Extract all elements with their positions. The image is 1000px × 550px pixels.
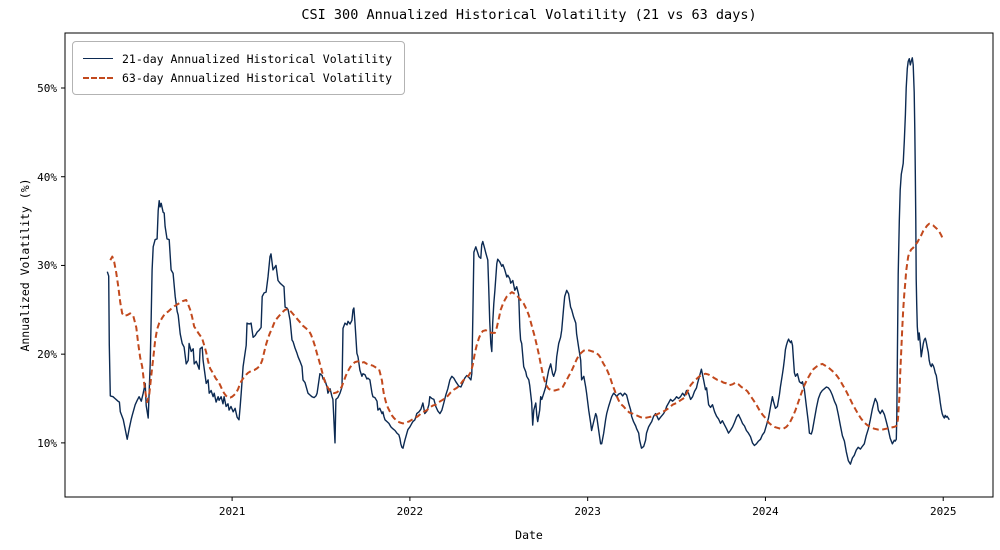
legend-label-63d: 63-day Annualized Historical Volatility (122, 70, 393, 85)
legend-label-21d: 21-day Annualized Historical Volatility (122, 51, 393, 66)
dashed-line-swatch-icon (83, 76, 113, 79)
chart-title: CSI 300 Annualized Historical Volatility… (301, 7, 757, 23)
y-tick-label: 30% (37, 259, 57, 273)
x-tick-label: 2021 (218, 505, 246, 518)
legend-item-63d: 63-day Annualized Historical Volatility (83, 68, 392, 87)
y-tick-label: 50% (37, 82, 57, 95)
solid-line-swatch-icon (83, 58, 113, 59)
x-tick-label: 2022 (396, 505, 424, 518)
series-63day-line (109, 222, 945, 431)
y-tick-label: 40% (37, 170, 57, 184)
legend-item-21d: 21-day Annualized Historical Volatility (83, 49, 392, 68)
legend: 21-day Annualized Historical Volatility … (72, 41, 406, 95)
x-axis-label: Date (515, 528, 543, 542)
series-21day-line (106, 57, 950, 465)
x-tick-label: 2025 (929, 505, 957, 518)
y-tick-label: 10% (37, 436, 57, 450)
plot-border (64, 32, 994, 498)
y-tick-label: 20% (37, 348, 57, 362)
x-tick-label: 2023 (574, 505, 601, 518)
x-tick-label: 2024 (752, 505, 779, 518)
